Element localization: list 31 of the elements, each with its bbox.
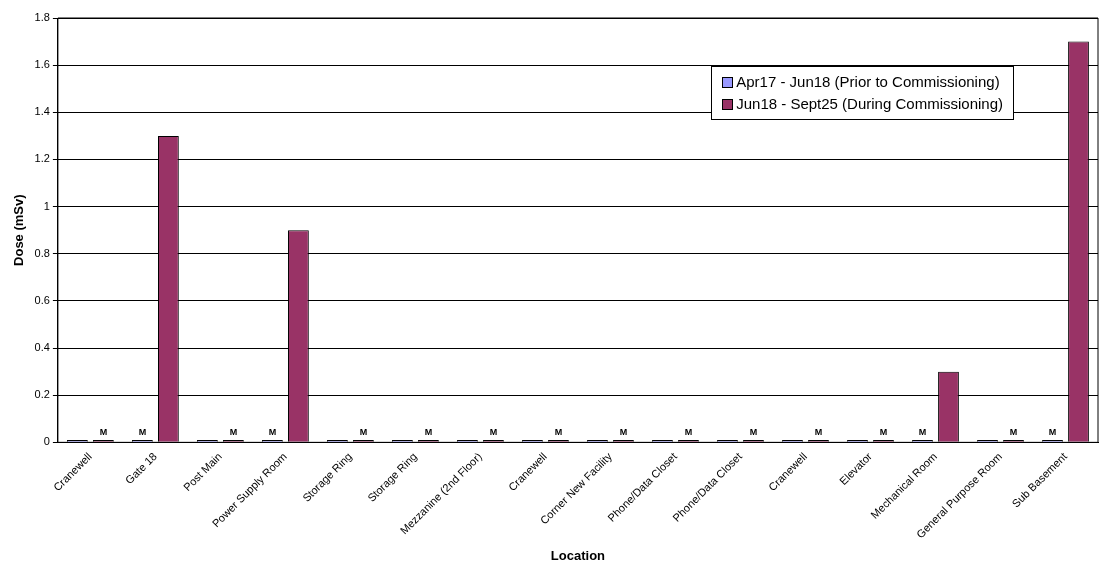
data-label: M [99, 426, 108, 437]
data-label: M [268, 426, 277, 437]
y-tick-label: 1.4 [34, 105, 50, 118]
data-label: M [879, 426, 888, 437]
data-label: M [229, 426, 238, 437]
y-tick-label: 1.6 [34, 58, 50, 71]
y-tick-label: 1 [43, 199, 50, 212]
y-tick-label: 1.2 [34, 152, 50, 165]
data-label: M [918, 426, 927, 437]
data-label: M [489, 426, 498, 437]
data-label: M [138, 426, 147, 437]
y-tick-label: 0.6 [34, 293, 50, 306]
y-tick-label: 1.8 [34, 11, 50, 24]
data-label: M [619, 426, 628, 437]
y-axis-title: Dose (mSv) [11, 194, 27, 266]
y-tick-label: 0.2 [34, 388, 50, 401]
data-label: M [359, 426, 368, 437]
y-tick-label: 0 [43, 435, 50, 448]
data-label: M [1048, 426, 1057, 437]
y-tick-label: 0.4 [34, 341, 50, 354]
y-tick-label: 0.8 [34, 246, 50, 259]
data-label: M [749, 426, 758, 437]
data-label: M [424, 426, 433, 437]
legend-label: Jun18 - Sept25 (During Commissioning) [736, 94, 1003, 114]
data-label: M [1009, 426, 1018, 437]
data-label: M [684, 426, 693, 437]
x-axis-title: Location [550, 547, 606, 563]
x-tick-label: Gate 18 [122, 450, 159, 487]
legend-label: Apr17 - Jun18 (Prior to Commissioning) [736, 72, 1000, 92]
data-label: M [814, 426, 823, 437]
data-label: M [554, 426, 563, 437]
